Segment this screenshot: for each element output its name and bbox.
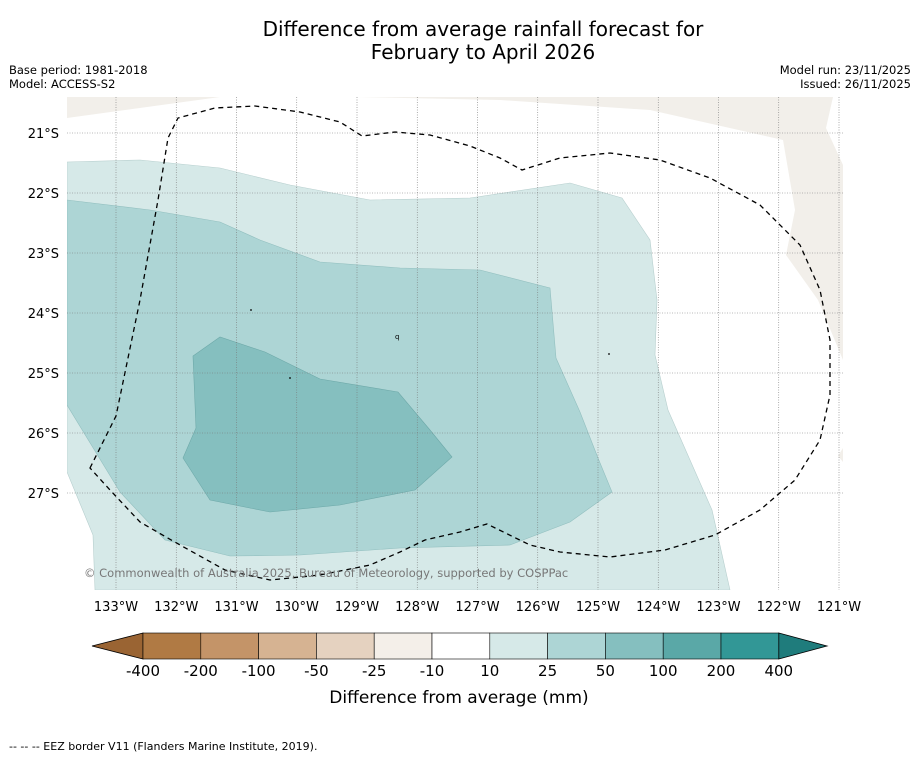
colorbar-arrow-low bbox=[91, 632, 144, 660]
colorbar-segment bbox=[316, 632, 375, 660]
longitude-label: 132°W bbox=[154, 600, 198, 615]
colorbar-segment bbox=[662, 632, 722, 660]
longitude-label: 131°W bbox=[214, 600, 258, 615]
latitude-label: 25°S bbox=[28, 367, 59, 382]
longitude-label: 133°W bbox=[94, 600, 138, 615]
island-marker bbox=[289, 377, 291, 379]
colorbar-segment bbox=[200, 632, 259, 660]
colorbar-tick-label: -50 bbox=[304, 662, 329, 680]
colorbar-tick-label: 400 bbox=[764, 662, 793, 680]
longitude-label: 130°W bbox=[275, 600, 319, 615]
map-panel: q © Commonwealth of Australia 2025, Bure… bbox=[67, 97, 843, 590]
latitude-label: 21°S bbox=[28, 127, 59, 142]
longitude-label: 128°W bbox=[395, 600, 439, 615]
colorbar-tick-label: -200 bbox=[184, 662, 218, 680]
latitude-labels: 21°S 22°S 23°S 24°S 25°S 26°S 27°S bbox=[28, 127, 59, 502]
title-line-2: February to April 2026 bbox=[370, 40, 596, 64]
model-name: Model: ACCESS-S2 bbox=[9, 77, 116, 91]
colorbar-tick-label: 100 bbox=[649, 662, 678, 680]
colorbar-tick-label: -25 bbox=[362, 662, 387, 680]
colorbar-tick-label: -10 bbox=[420, 662, 445, 680]
longitude-label: 124°W bbox=[636, 600, 680, 615]
model-run-date: Model run: 23/11/2025 bbox=[779, 63, 911, 77]
contour-50-100mm bbox=[182, 336, 453, 513]
colorbar-segment bbox=[142, 632, 202, 660]
latitude-label: 24°S bbox=[28, 307, 59, 322]
eez-footnote: -- -- -- EEZ border V11 (Flanders Marine… bbox=[9, 740, 318, 753]
colorbar-segment bbox=[605, 632, 664, 660]
longitude-label: 129°W bbox=[335, 600, 379, 615]
colorbar-tick-label: -400 bbox=[126, 662, 160, 680]
latitude-label: 22°S bbox=[28, 187, 59, 202]
run-info: Model run: 23/11/2025 Issued: 26/11/2025 bbox=[780, 63, 911, 91]
latitude-label: 27°S bbox=[28, 487, 59, 502]
longitude-label: 122°W bbox=[757, 600, 801, 615]
longitude-label: 126°W bbox=[516, 600, 560, 615]
colorbar-segment bbox=[258, 632, 317, 660]
latitude-label: 26°S bbox=[28, 427, 59, 442]
longitude-label: 125°W bbox=[576, 600, 620, 615]
longitude-label: 123°W bbox=[696, 600, 740, 615]
colorbar-tick-label: 10 bbox=[480, 662, 499, 680]
colorbar-segment bbox=[720, 632, 780, 660]
colorbar-tick-label: -100 bbox=[242, 662, 276, 680]
land-area bbox=[67, 97, 220, 118]
island-marker: q bbox=[395, 333, 399, 341]
colorbar-segment bbox=[431, 632, 491, 660]
copyright-notice: © Commonwealth of Australia 2025, Bureau… bbox=[84, 566, 568, 580]
colorbar-segment bbox=[489, 632, 548, 660]
island-marker bbox=[250, 309, 252, 311]
longitude-label: 121°W bbox=[817, 600, 861, 615]
gridlines bbox=[67, 97, 843, 590]
longitude-labels: 133°W 132°W 131°W 130°W 129°W 128°W 127°W 126°W… bbox=[94, 600, 861, 615]
longitude-label: 127°W bbox=[455, 600, 499, 615]
colorbar-title: Difference from average (mm) bbox=[329, 688, 588, 708]
land-area bbox=[838, 448, 843, 462]
island-marker bbox=[608, 353, 610, 355]
latitude-label: 23°S bbox=[28, 247, 59, 262]
issued-date: Issued: 26/11/2025 bbox=[800, 77, 911, 91]
colorbar-tick-label: 25 bbox=[538, 662, 557, 680]
title-line-1: Difference from average rainfall forecas… bbox=[262, 17, 704, 41]
colorbar-tick-label: 200 bbox=[707, 662, 736, 680]
model-info: Base period: 1981-2018 Model: ACCESS-S2 bbox=[9, 63, 148, 91]
colorbar-segment bbox=[373, 632, 433, 660]
base-period: Base period: 1981-2018 bbox=[9, 63, 148, 77]
map-title: Difference from average rainfall forecas… bbox=[0, 18, 919, 64]
colorbar: -400 -200 -100 -50 -25 -10 10 25 50 100 200 400 bbox=[91, 632, 829, 680]
land-area bbox=[358, 97, 843, 360]
colorbar-segment bbox=[547, 632, 606, 660]
colorbar-tick-label: 50 bbox=[596, 662, 615, 680]
colorbar-arrow-high bbox=[778, 632, 829, 660]
